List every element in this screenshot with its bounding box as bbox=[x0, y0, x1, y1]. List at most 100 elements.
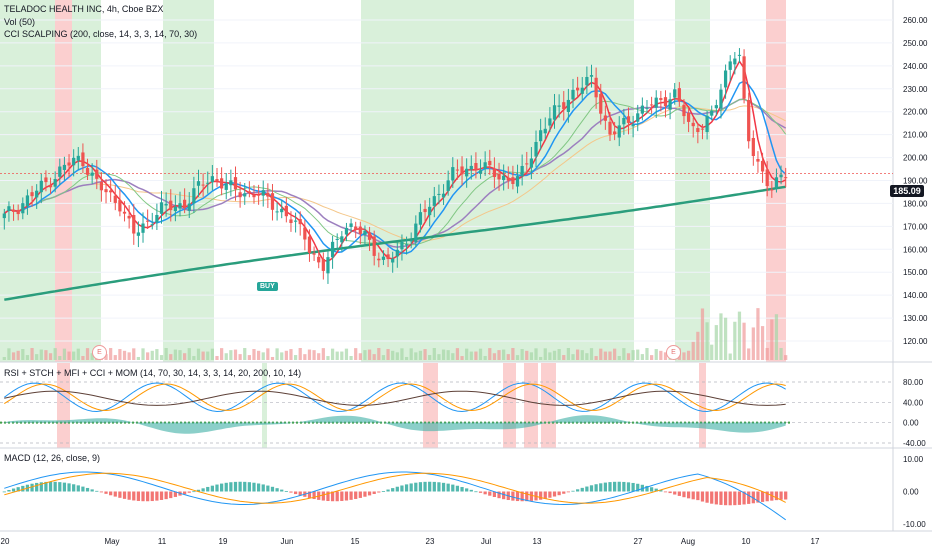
macd-histogram-bar bbox=[21, 485, 25, 492]
macd-histogram-bar bbox=[330, 491, 335, 502]
volume-bar bbox=[48, 353, 53, 360]
osc-zone-0 bbox=[57, 363, 70, 448]
earnings-badge-aug[interactable]: E bbox=[666, 345, 681, 360]
volume-bar bbox=[219, 348, 224, 360]
volume-bar bbox=[474, 351, 478, 360]
cci-scalping-label[interactable]: CCI SCALPING (200, close, 14, 3, 3, 14, … bbox=[4, 29, 198, 39]
candle-body bbox=[668, 99, 672, 110]
macd-histogram-bar bbox=[460, 487, 464, 492]
x-tick-label: 17 bbox=[811, 537, 820, 546]
candle-body bbox=[723, 70, 728, 88]
macd-histogram-bar bbox=[247, 482, 251, 492]
volume-bar bbox=[210, 348, 214, 360]
volume-bar bbox=[705, 322, 709, 360]
candle-body bbox=[640, 105, 644, 114]
candle-body bbox=[146, 220, 150, 222]
candle-body bbox=[441, 193, 446, 198]
volume-bar bbox=[11, 352, 16, 360]
macd-histogram-bar bbox=[432, 481, 436, 492]
volume-indicator-label[interactable]: Vol (50) bbox=[4, 17, 36, 27]
candle-body bbox=[7, 206, 11, 211]
macd-histogram-bar bbox=[395, 486, 399, 492]
candle-body bbox=[608, 121, 612, 135]
candle-body bbox=[686, 113, 691, 122]
buy-signal-tag: BUY bbox=[257, 282, 278, 291]
macd-histogram-bar bbox=[58, 482, 62, 492]
volume-bar bbox=[173, 349, 178, 360]
macd-histogram-bar bbox=[682, 491, 686, 498]
macd-histogram-bar bbox=[155, 491, 159, 501]
volume-bar bbox=[192, 356, 196, 360]
volume-bar bbox=[317, 353, 321, 360]
volume-bar bbox=[409, 348, 413, 360]
candle-body bbox=[229, 180, 233, 186]
candle-body bbox=[155, 214, 159, 223]
candle-body bbox=[104, 189, 108, 193]
candle-body bbox=[765, 169, 769, 187]
macd-histogram-bar bbox=[266, 485, 270, 492]
volume-bar bbox=[700, 308, 705, 360]
volume-bar bbox=[469, 351, 473, 360]
oscillator-label[interactable]: RSI + STCH + MFI + CCI + MOM (14, 70, 30… bbox=[4, 368, 302, 378]
candle-body bbox=[566, 99, 571, 112]
macd-histogram-bar bbox=[774, 491, 779, 501]
earnings-badge-may[interactable]: E bbox=[92, 345, 107, 360]
price-tick-label: 260.00 bbox=[903, 16, 928, 25]
volume-bar bbox=[747, 348, 751, 360]
volume-bar bbox=[183, 353, 187, 360]
price-tick-label: 160.00 bbox=[903, 245, 928, 254]
macd-histogram-bar bbox=[737, 491, 742, 505]
candle-body bbox=[488, 160, 492, 166]
volume-bar bbox=[506, 354, 510, 360]
candle-body bbox=[576, 87, 580, 91]
macd-histogram-bar bbox=[779, 491, 783, 500]
macd-histogram-bar bbox=[85, 487, 90, 492]
macd-tick-label: 0.00 bbox=[903, 488, 919, 497]
candle-body bbox=[321, 258, 325, 271]
macd-histogram-bar bbox=[756, 491, 760, 503]
macd-histogram-bar bbox=[340, 491, 344, 501]
stoch-k-line bbox=[4, 382, 786, 413]
macd-histogram-bar bbox=[275, 488, 279, 492]
macd-histogram-bar bbox=[159, 491, 164, 500]
macd-histogram-bar bbox=[742, 491, 746, 505]
x-tick-label: Jul bbox=[481, 537, 491, 546]
volume-bar bbox=[206, 351, 210, 360]
macd-histogram-bar bbox=[478, 491, 483, 493]
macd-histogram-bar bbox=[2, 491, 6, 493]
candle-body bbox=[159, 202, 164, 214]
candle-body bbox=[534, 141, 538, 157]
volume-bar bbox=[72, 351, 76, 360]
volume-bar bbox=[62, 348, 67, 360]
macd-histogram-bar bbox=[548, 491, 552, 498]
volume-bar bbox=[400, 348, 404, 360]
candle-body bbox=[76, 155, 80, 161]
volume-bar bbox=[562, 355, 566, 360]
volume-bar bbox=[224, 353, 228, 360]
volume-bar bbox=[21, 349, 25, 360]
volume-bar bbox=[256, 350, 261, 360]
candle-body bbox=[617, 125, 621, 138]
macd-histogram-bar bbox=[183, 491, 187, 495]
volume-bar bbox=[478, 348, 483, 360]
candle-body bbox=[497, 174, 501, 180]
macd-histogram-bar bbox=[196, 489, 201, 492]
candle-body bbox=[349, 223, 353, 227]
macd-label[interactable]: MACD (12, 26, close, 9) bbox=[4, 453, 101, 463]
candle-body bbox=[502, 175, 506, 181]
volume-bar bbox=[691, 341, 695, 360]
candle-body bbox=[539, 130, 543, 142]
candle-body bbox=[113, 195, 117, 203]
volume-bar bbox=[599, 348, 603, 360]
candle-body bbox=[400, 241, 404, 250]
macd-histogram-bar bbox=[686, 491, 691, 499]
macd-histogram-bar bbox=[109, 491, 113, 496]
candle-body bbox=[529, 158, 534, 168]
volume-bar bbox=[44, 350, 48, 360]
macd-histogram-bar bbox=[492, 491, 497, 498]
macd-histogram-bar bbox=[219, 483, 224, 492]
volume-bar bbox=[539, 356, 543, 360]
candle-body bbox=[525, 163, 529, 165]
candle-body bbox=[696, 128, 700, 133]
